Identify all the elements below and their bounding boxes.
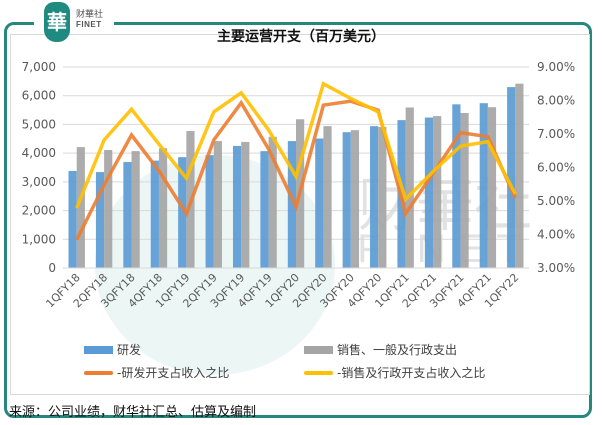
legend-item-rd: 研发 (84, 341, 141, 358)
bar-rd (260, 151, 269, 268)
bar-sga (213, 141, 222, 268)
bar-sga (515, 83, 524, 268)
bar-sga (433, 116, 442, 268)
legend-item-rd-ratio: -研发开支占收入之比 (84, 364, 229, 381)
bar-rd (342, 132, 351, 268)
bar-rd (424, 117, 434, 268)
brand-name-cn: 财華社 (76, 10, 104, 20)
bar-rd (68, 170, 77, 268)
y-axis-left: 0 1,000 2,000 3,000 4,000 5,000 6,000 7,000 (22, 60, 56, 275)
y-left-tick-label: 4,000 (22, 146, 56, 160)
y-axis-right: 3.00% 4.00% 5.00% 6.00% 7.00% 8.00% 9.00% (537, 60, 575, 275)
bar-sga (104, 149, 113, 268)
legend-item-sga-ratio: -销售及行政开支占收入之比 (304, 364, 485, 381)
bar-rd (287, 141, 296, 268)
bar-rd (370, 126, 379, 268)
legend-label-sga-ratio: -销售及行政开支占收入之比 (337, 366, 486, 380)
bar-rd (232, 145, 242, 268)
bars (68, 83, 524, 269)
bar-rd (123, 162, 132, 268)
legend-label-rd-ratio: -研发开支占收入之比 (117, 366, 230, 380)
bar-sga (268, 136, 277, 268)
y-right-tick-label: 9.00% (537, 60, 575, 74)
y-left-tick-label: 1,000 (22, 232, 56, 246)
legend-swatch-sga-ratio (304, 370, 333, 375)
bar-sga (323, 126, 332, 268)
bar-rd (150, 160, 159, 268)
brand-name: 财華社 FINET (76, 10, 103, 30)
legend-label-rd: 研发 (117, 343, 142, 357)
y-right-tick-label: 7.00% (537, 127, 575, 141)
bar-sga (158, 148, 168, 268)
bar-sga (350, 130, 360, 268)
legend-label-sga: 销售、一般及行政支出 (337, 343, 458, 357)
bar-sga (76, 147, 85, 268)
lines (75, 81, 517, 241)
bar-sga (405, 107, 414, 268)
bar-sga (241, 141, 250, 268)
chart-frame (4, 22, 592, 418)
y-right-tick-label: 8.00% (537, 94, 575, 108)
bar-rd (95, 172, 105, 268)
bar-sga (131, 151, 140, 268)
y-left-tick-label: 2,000 (22, 204, 56, 218)
y-right-tick-label: 5.00% (537, 194, 575, 208)
bar-rd (315, 138, 324, 268)
y-left-tick-label: 3,000 (22, 175, 56, 189)
y-right-tick-label: 3.00% (537, 261, 575, 275)
line-sga-ratio (75, 81, 517, 209)
y-left-tick-label: 0 (48, 261, 56, 275)
bar-sga (460, 112, 469, 268)
bar-rd (507, 87, 516, 268)
y-left-tick-label: 6,000 (22, 89, 56, 103)
bar-rd (178, 157, 187, 268)
chart-title: 主要运营开支（百万美元） (217, 29, 385, 45)
y-right-tick-label: 4.00% (537, 228, 575, 242)
bar-sga (487, 107, 497, 268)
legend-swatch-sga (304, 345, 333, 354)
legend-swatch-rd-ratio (84, 370, 113, 375)
logo-glyph: 華 (47, 10, 67, 34)
y-right-tick-label: 6.00% (537, 161, 575, 175)
line-rd-ratio (75, 99, 517, 241)
bar-rd (452, 104, 461, 268)
legend-swatch-rd (84, 345, 113, 354)
bar-rd (479, 103, 488, 269)
bar-rd (205, 155, 214, 268)
bar-sga (378, 127, 387, 269)
brand-logo-icon: 華 (44, 2, 70, 42)
legend-item-sga: 销售、一般及行政支出 (304, 341, 457, 358)
y-left-tick-label: 5,000 (22, 117, 56, 131)
y-left-tick-label: 7,000 (22, 60, 56, 74)
brand-name-en: FINET (76, 20, 102, 29)
source-note: 来源：公司业绩，财华社汇总、估算及编制 (9, 405, 257, 420)
